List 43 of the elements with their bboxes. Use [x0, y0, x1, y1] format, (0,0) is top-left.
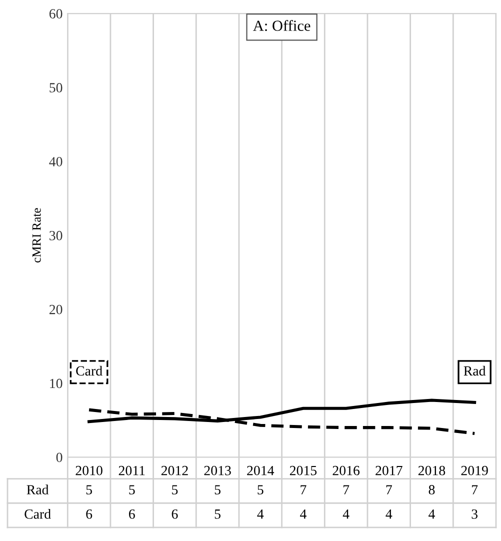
data-label: 5	[86, 485, 92, 494]
y-tick-label: 50	[50, 83, 62, 92]
data-label: 4	[386, 510, 392, 519]
data-label: 7	[344, 485, 350, 494]
text: Rad	[26, 484, 49, 494]
data-label: 7	[300, 485, 306, 494]
data-label: 6	[172, 509, 178, 519]
x-tick-label: 2011	[118, 466, 145, 476]
data-label: 4	[342, 510, 350, 519]
x-tick-label: 2012	[161, 466, 188, 476]
data-label: 6	[129, 509, 135, 519]
y-tick-label: 40	[49, 156, 62, 166]
x-tick-label: 2015	[290, 466, 317, 476]
data-label: 6	[86, 509, 92, 519]
data-label: 5	[172, 485, 178, 494]
text: Card	[24, 509, 51, 519]
data-label: 4	[428, 510, 435, 519]
data-label: 5	[214, 510, 220, 519]
x-tick-label: 2010	[76, 466, 102, 476]
data-label: 8	[428, 485, 435, 494]
x-tick-label: 2014	[247, 466, 274, 476]
y-tick-label: 20	[49, 304, 62, 314]
chart-title: A: Office	[253, 20, 310, 31]
x-tick-label: 2019	[461, 466, 488, 476]
data-label: 5	[258, 485, 264, 494]
x-tick-label: 2017	[376, 466, 402, 476]
y-tick-label: 10	[50, 378, 62, 388]
series-label: Rad	[464, 366, 486, 376]
x-tick-label: 2016	[332, 466, 360, 476]
text: Card	[76, 366, 102, 376]
x-tick-label: 2018	[418, 466, 446, 476]
data-label: 5	[214, 485, 220, 494]
data-label: 4	[300, 510, 306, 519]
y-axis-title: cMRI Rate	[32, 208, 41, 262]
data-label: 7	[472, 485, 478, 494]
y-tick-label: 0	[56, 452, 62, 462]
y-tick-label: 60	[49, 9, 62, 18]
data-label: 3	[472, 509, 478, 519]
data-label: 4	[257, 510, 264, 519]
data-label: 5	[129, 485, 135, 494]
data-label: 7	[386, 485, 392, 494]
y-tick-label: 30	[50, 230, 62, 240]
x-tick-label: 2013	[204, 466, 231, 476]
